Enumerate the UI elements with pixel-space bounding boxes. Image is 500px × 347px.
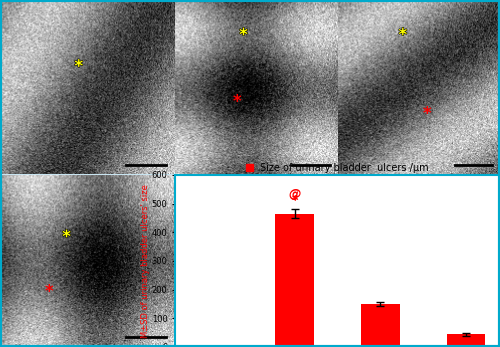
Text: *: *	[44, 283, 54, 301]
Text: *: *	[62, 228, 71, 246]
Text: *: *	[423, 105, 432, 123]
Text: *: *	[232, 93, 241, 110]
Text: *: *	[292, 194, 298, 207]
Bar	[446, 334, 485, 347]
Text: *: *	[239, 26, 248, 44]
Bar	[361, 304, 400, 347]
Y-axis label: M±SD of urinary bladder ulcers' size: M±SD of urinary bladder ulcers' size	[141, 184, 150, 338]
Text: *: *	[74, 58, 83, 76]
Bar	[276, 214, 314, 347]
Legend: Size of urinary bladder  ulcers /µm: Size of urinary bladder ulcers /µm	[242, 159, 433, 177]
Text: @: @	[288, 188, 301, 201]
Text: *: *	[398, 26, 407, 44]
